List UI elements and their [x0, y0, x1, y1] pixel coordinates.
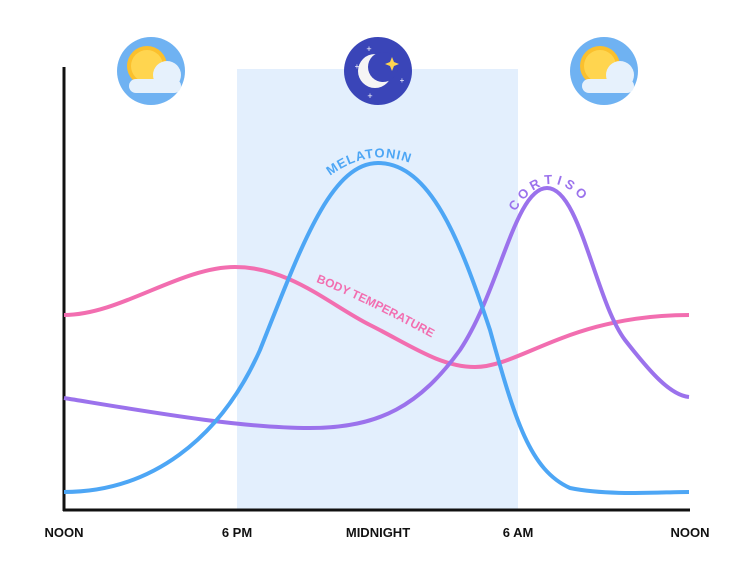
x-tick-noon-start: NOON: [45, 525, 84, 540]
moon-stars-icon: + + + +: [344, 37, 412, 105]
x-tick-6pm: 6 PM: [222, 525, 252, 540]
x-tick-midnight: MIDNIGHT: [346, 525, 410, 540]
series-body-temperature: [63, 264, 690, 370]
sun-cloud-icon: [570, 37, 638, 105]
svg-text:+: +: [366, 44, 371, 54]
svg-text:+: +: [355, 62, 360, 71]
sun-cloud-icon: [117, 37, 185, 105]
series-melatonin: [63, 160, 690, 495]
svg-text:+: +: [400, 76, 405, 85]
x-tick-noon-end: NOON: [671, 525, 710, 540]
svg-text:+: +: [367, 91, 372, 101]
x-tick-6am: 6 AM: [503, 525, 534, 540]
series-cortisol: [63, 185, 690, 431]
